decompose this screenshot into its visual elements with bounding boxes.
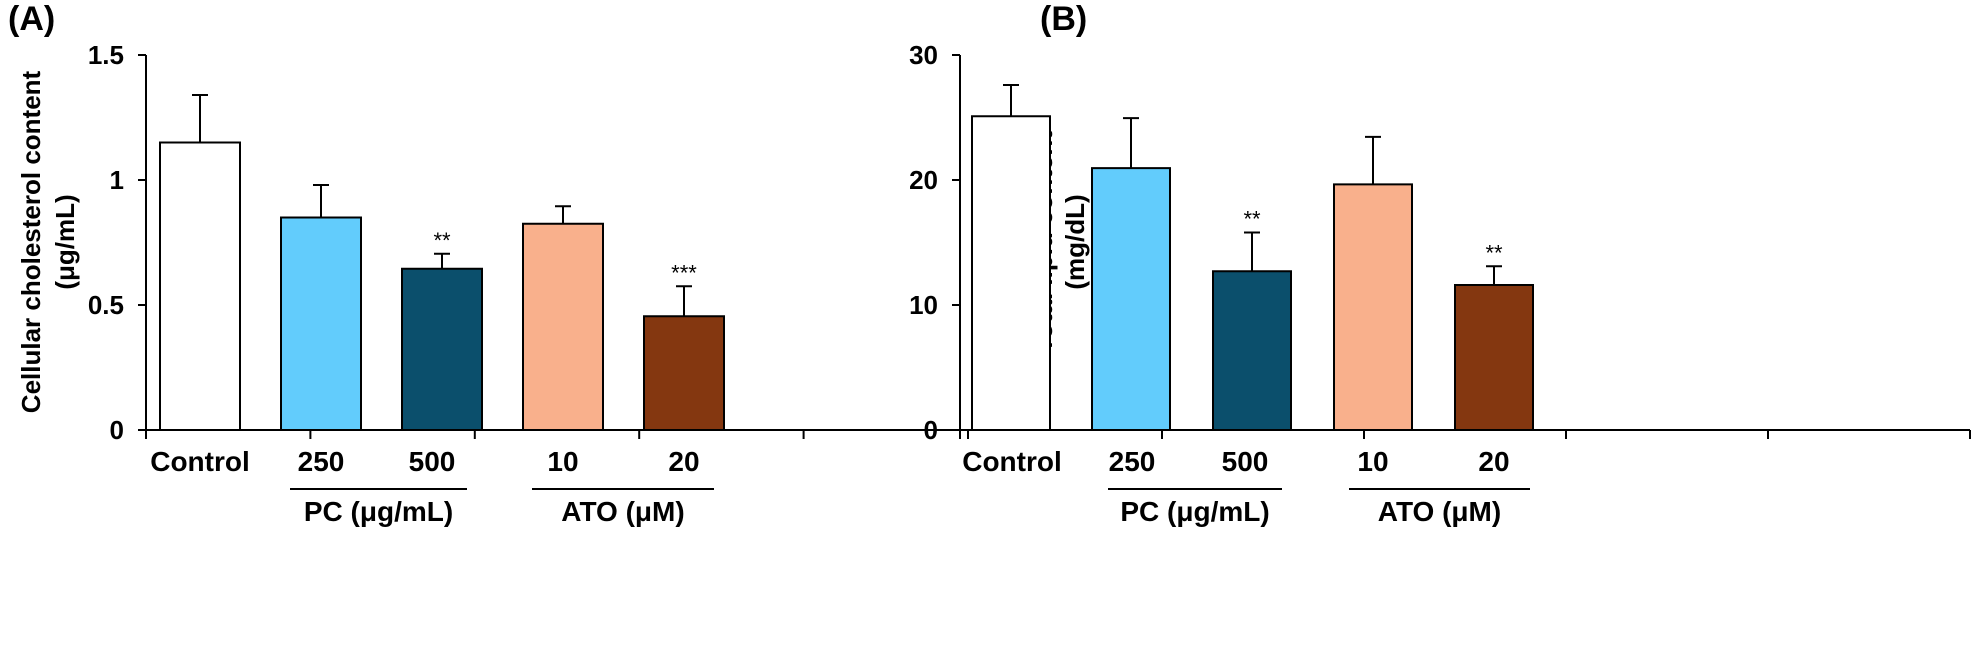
significance-mark: ** [1243,207,1261,232]
bar-500 [1212,270,1292,431]
x-tick-label: 250 [298,446,345,477]
group-label: ATO (μM) [561,496,684,527]
panel-label: (B) [1040,0,1087,38]
y-axis-label: (mg/dL) [1060,194,1090,289]
group-label: ATO (μM) [1378,496,1501,527]
significance-mark: ** [433,228,451,253]
bar-Control [971,115,1051,431]
x-tick-label: Control [150,446,250,477]
y-tick-label: 30 [909,40,938,70]
x-tick-label: 250 [1109,446,1156,477]
x-tick-label: 20 [1478,446,1509,477]
y-tick-label: 20 [909,165,938,195]
bar-20 [643,315,725,431]
significance-mark: *** [671,260,697,285]
panel-label: (A) [8,0,55,38]
bar-250 [280,216,362,431]
group-label: PC (μg/mL) [1120,496,1269,527]
bar-500 [401,267,483,431]
group-label: PC (μg/mL) [304,496,453,527]
y-tick-label: 10 [909,290,938,320]
significance-mark: ** [1485,240,1503,265]
y-tick-label: 0 [924,415,938,445]
y-axis-label: (μg/mL) [50,194,80,289]
x-tick-label: 20 [668,446,699,477]
x-tick-label: 10 [1357,446,1388,477]
chart-panel-b: (B)Total lipid content(mg/dL)0102030Cont… [909,0,1971,527]
y-tick-label: 0.5 [88,290,124,320]
bar-10 [522,222,604,431]
x-tick-label: 500 [409,446,456,477]
bar-Control [159,141,241,431]
bar-250 [1091,167,1171,431]
y-tick-label: 1 [110,165,124,195]
bar-20 [1454,284,1534,431]
bar-10 [1333,183,1413,431]
chart-panel-a: (A) Cellular cholesterol content (μg/mL) 0 0… [8,0,969,527]
x-tick-label: 500 [1222,446,1269,477]
y-tick-label: 1.5 [88,40,124,70]
x-tick-label: Control [962,446,1062,477]
y-tick-label: 0 [110,415,124,445]
y-axis-label: Cellular cholesterol content [16,70,46,413]
x-tick-label: 10 [547,446,578,477]
